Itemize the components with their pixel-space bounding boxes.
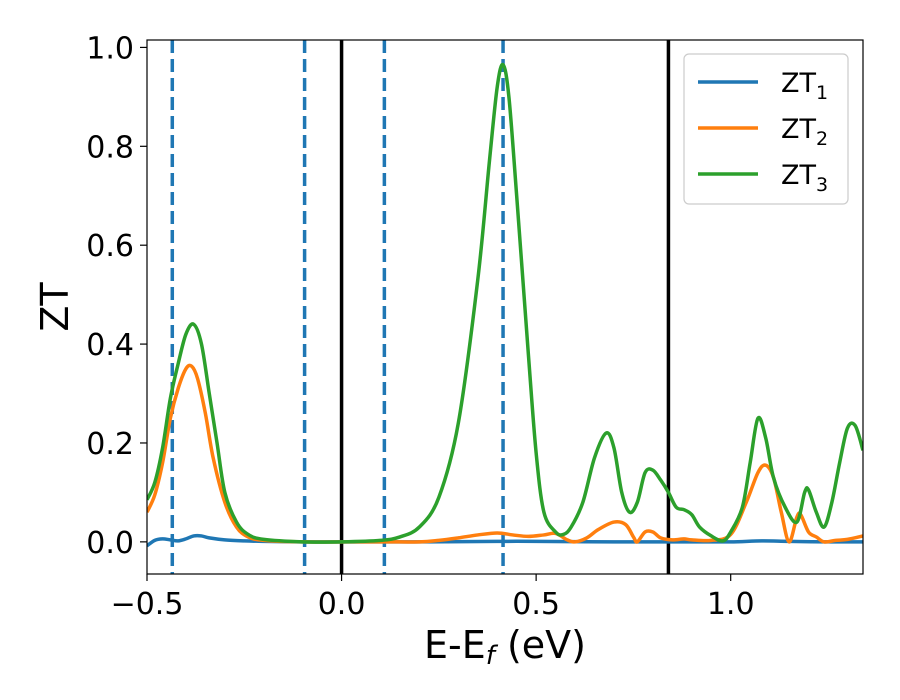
x-axis-label: E-Ef (eV) (424, 623, 586, 671)
x-axis-ticks: −0.5 0.0 0.5 1.0 (111, 574, 755, 622)
legend-entries: ZT1 ZT2 ZT3 (698, 68, 828, 196)
series-line-zt3 (147, 62, 863, 544)
legend-label-zt2: ZT2 (781, 114, 828, 150)
x-tick-label-0: −0.5 (111, 587, 184, 622)
y-tick-label-4: 0.8 (86, 130, 134, 165)
legend-label-zt3: ZT3 (781, 160, 828, 196)
y-axis-label: ZT (33, 282, 77, 332)
y-tick-label-3: 0.6 (86, 229, 134, 264)
y-axis-ticks: 0.0 0.2 0.4 0.6 0.8 1.0 (86, 31, 147, 561)
x-tick-label-1: 0.0 (318, 587, 366, 622)
legend-box (683, 53, 849, 205)
y-tick-label-1: 0.2 (86, 427, 134, 462)
series-lines (147, 62, 863, 548)
legend: ZT1 ZT2 ZT3 (683, 53, 849, 205)
legend-label-zt1: ZT1 (781, 68, 828, 104)
plot-frame (146, 39, 864, 575)
y-tick-label-5: 1.0 (86, 31, 134, 66)
vertical-reference-lines (170, 40, 671, 574)
x-tick-label-3: 1.0 (707, 587, 755, 622)
series-line-zt2 (147, 363, 863, 544)
y-tick-label-0: 0.0 (86, 526, 134, 561)
y-tick-label-2: 0.4 (86, 328, 134, 363)
x-tick-label-2: 0.5 (512, 587, 560, 622)
